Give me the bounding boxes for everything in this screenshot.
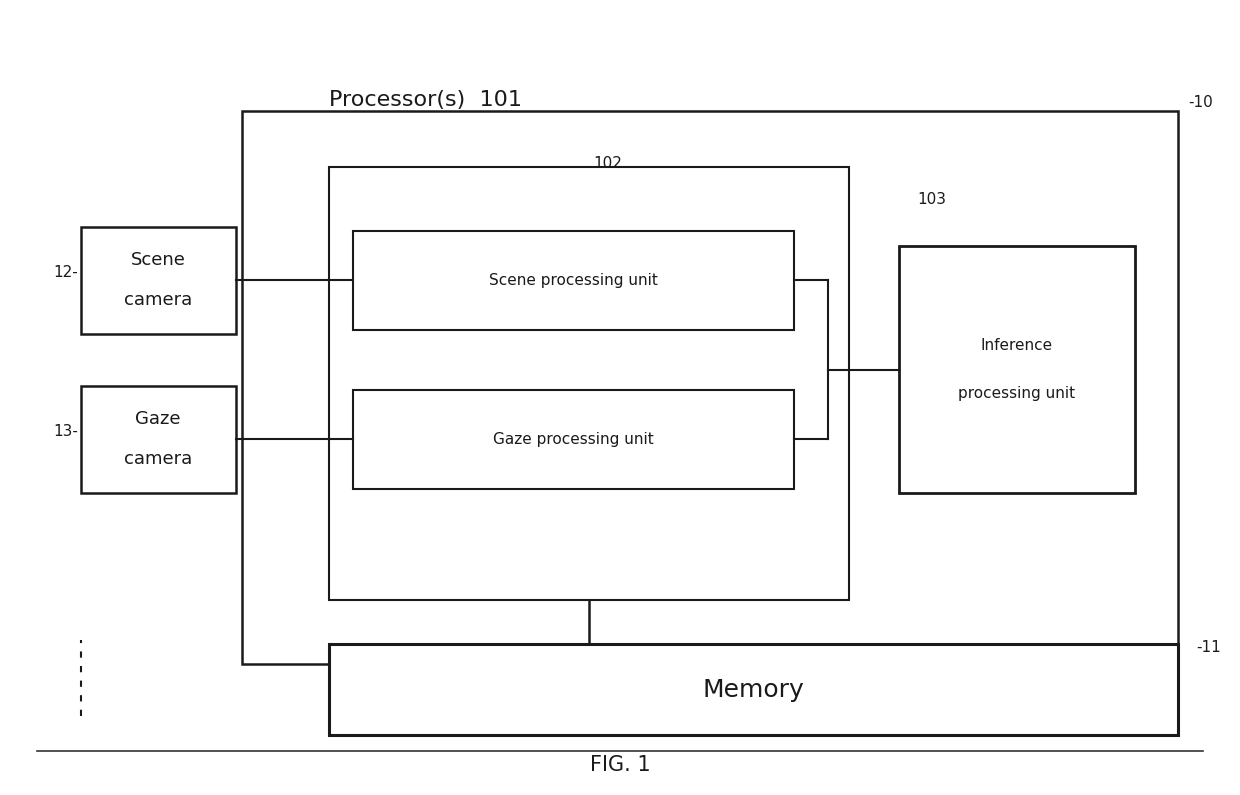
Bar xyxy=(353,231,794,330)
Bar xyxy=(329,167,849,600)
Text: FIG. 1: FIG. 1 xyxy=(590,755,650,775)
Text: 13-: 13- xyxy=(53,425,78,439)
Text: 103: 103 xyxy=(918,192,946,207)
Text: processing unit: processing unit xyxy=(959,386,1075,401)
Bar xyxy=(899,246,1135,493)
Text: -10: -10 xyxy=(1188,95,1213,110)
Bar xyxy=(81,227,236,334)
Text: Inference: Inference xyxy=(981,339,1053,353)
Text: Scene processing unit: Scene processing unit xyxy=(489,273,658,288)
Text: -11: -11 xyxy=(1197,641,1221,655)
Text: Memory: Memory xyxy=(702,677,805,702)
Text: Scene: Scene xyxy=(130,251,186,270)
Text: camera: camera xyxy=(124,291,192,309)
Text: camera: camera xyxy=(124,450,192,468)
Bar xyxy=(81,386,236,493)
Text: Gaze processing unit: Gaze processing unit xyxy=(494,432,653,447)
Bar xyxy=(242,111,1178,664)
Bar xyxy=(353,390,794,489)
Text: Processor(s)  101: Processor(s) 101 xyxy=(329,90,522,110)
Text: Gaze: Gaze xyxy=(135,410,181,429)
Text: 12-: 12- xyxy=(53,266,78,280)
Text: 102: 102 xyxy=(593,156,622,171)
Bar xyxy=(329,644,1178,735)
